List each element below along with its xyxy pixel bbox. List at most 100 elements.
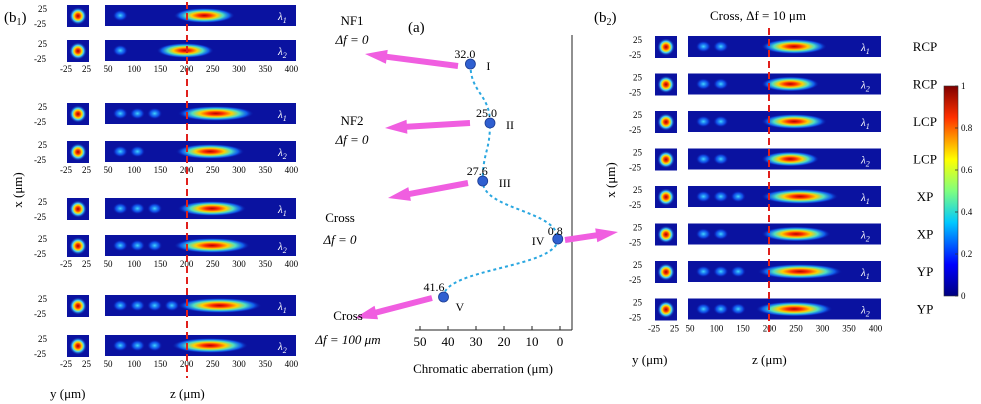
field-ripple [112,299,128,312]
left-field-strip-g1-r0 [105,103,296,124]
arrow-to-nf2 [385,119,471,134]
wavelength-subscript: 2 [866,310,870,319]
y-tick: -25 [629,125,641,135]
z-tick: 100 [127,165,141,175]
inset-x-tick: 25 [82,165,92,175]
field-ripple [695,78,712,90]
wavelength-symbol: λ [860,267,866,279]
colorbar-tick: 0.6 [961,165,973,175]
z-axis-label: z (μm) [170,386,205,401]
polarization-label: YP [917,302,934,317]
wavelength-symbol: λ [277,46,283,58]
z-tick: 150 [154,64,168,74]
right-field-strip-r3 [688,148,881,170]
polarization-label: YP [917,264,934,279]
wavelength-symbol: λ [860,305,866,317]
polarization-label: XP [917,189,934,204]
inset-spot [657,300,675,319]
field-ripple [112,202,128,215]
aberration-value-label: 0.8 [548,224,563,238]
field-focus-spot [761,188,839,205]
wavelength-subscript: 2 [866,85,870,94]
y-tick: -25 [34,19,46,29]
right-inset-r4 [655,186,677,208]
field-ripple [730,303,746,315]
group-delta: Δf = 100 μm [314,332,380,347]
field-ripple [112,44,128,57]
left-wavelength-label: λ1 [277,11,287,25]
right-wavelength-label: λ2 [860,230,870,244]
right-inset-r3 [655,148,677,171]
field-focus-spot [171,337,249,354]
right-wavelength-label: λ1 [860,267,870,281]
field-focus-spot [156,42,214,59]
right-inset-r5 [655,223,677,246]
inset-x-tick: -25 [60,359,72,369]
wavelength-subscript: 1 [866,47,870,56]
arrow-to-cross-100 [355,295,433,320]
panel-label-part: (b [594,10,607,26]
y-axis-label: y (μm) [50,386,86,401]
wavelength-subscript: 2 [283,51,287,60]
left-inset-g2-r1 [67,235,89,257]
aberration-point-V [438,291,449,303]
wavelength-symbol: λ [860,117,866,129]
y-tick: 25 [633,223,643,233]
field-ripple [129,202,146,215]
z-tick: 100 [710,324,724,334]
inset-spot [69,42,87,60]
wavelength-subscript: 2 [866,160,870,169]
left-field-strip-g3-r1 [105,335,296,356]
inset-spot [657,263,675,281]
field-focus-spot [177,200,247,217]
right-inset-r1 [655,73,677,96]
field-focus-spot [175,143,245,160]
y-tick: -25 [34,212,46,222]
field-ripple [112,339,128,352]
y-tick: 25 [633,148,643,158]
z-tick: 100 [127,64,141,74]
wavelength-symbol: λ [277,11,283,23]
wavelength-symbol: λ [860,230,866,242]
y-tick: 25 [633,298,643,308]
panel-label-a: (a) [408,20,425,36]
left-field-strip-g0-r0 [105,5,296,26]
wavelength-subscript: 2 [866,235,870,244]
wavelength-symbol: λ [277,301,283,313]
field-ripple [147,107,163,120]
inset-spot [69,297,87,315]
y-tick: -25 [34,349,46,359]
right-field-strip-r5 [688,223,881,245]
field-ripple [112,145,128,158]
inset-x-tick: -25 [60,259,72,269]
right-field-strip-r4 [688,186,881,207]
y-axis-label-right: y (μm) [632,352,668,367]
field-ripple [713,40,729,53]
z-tick: 250 [206,165,220,175]
field-ripple [129,299,146,312]
group-delta: Δf = 0 [334,32,369,47]
wavelength-symbol: λ [277,109,283,121]
right-field-strip-r0 [688,36,881,57]
field-ripple [112,107,128,120]
wavelength-subscript: 1 [866,197,870,206]
left-field-strip-g0-r1 [105,40,296,61]
right-field-strip-r2 [688,111,881,132]
colorbar-tick: 0.8 [961,123,973,133]
field-ripple [147,239,163,252]
z-tick: 200 [180,259,194,269]
z-tick: 100 [127,359,141,369]
right-wavelength-label: λ2 [860,155,870,169]
left-field-strip-g3-r0 [105,295,296,316]
left-wavelength-label: λ2 [277,341,287,355]
inset-x-tick: 25 [82,359,92,369]
y-tick: 25 [633,185,643,195]
z-tick: 300 [232,165,246,175]
field-ripple [129,239,146,252]
field-ripple [713,228,729,240]
inset-spot [657,225,675,244]
group-title: Cross [333,308,363,323]
z-tick: 100 [127,259,141,269]
